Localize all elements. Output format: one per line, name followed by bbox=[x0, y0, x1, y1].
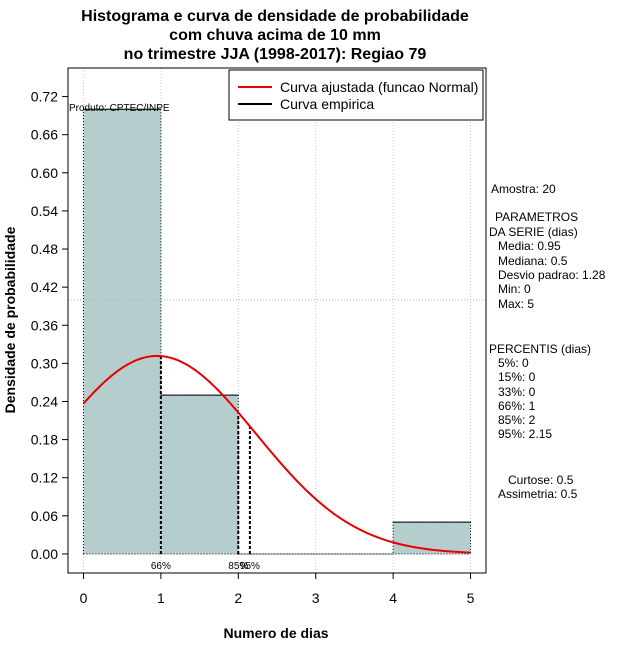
percentile-66: 66%: 1 bbox=[498, 399, 536, 413]
y-tick-label: 0.42 bbox=[31, 279, 58, 295]
percentile-lines-layer: 66% 85%95% bbox=[151, 356, 260, 572]
y-axis-ticks: 0.00 0.06 0.12 0.18 0.24 0.30 0.36 0.42 0.48 0.54… bbox=[31, 89, 68, 562]
product-label: Produto: CPTEC/INPE bbox=[69, 103, 170, 114]
chart-title-line-2: com chuva acima de 10 mm bbox=[169, 27, 381, 44]
y-tick-label: 0.66 bbox=[31, 127, 58, 143]
y-axis-label: Densidade de probabilidade bbox=[2, 226, 18, 413]
param-stddev: Desvio padrao: 1.28 bbox=[498, 268, 606, 282]
skewness: Assimetria: 0.5 bbox=[498, 487, 578, 501]
y-tick-label: 0.06 bbox=[31, 508, 58, 524]
chart-title-line-3: no trimestre JJA (1998-2017): Regiao 79 bbox=[124, 46, 427, 63]
y-tick-label: 0.48 bbox=[31, 241, 58, 257]
param-min: Min: 0 bbox=[498, 282, 531, 296]
kurtosis: Curtose: 0.5 bbox=[508, 473, 574, 487]
params-title-2: DA SERIE (dias) bbox=[489, 225, 578, 239]
legend: Curva ajustada (funcao Normal) Curva emp… bbox=[228, 69, 484, 121]
x-axis-label: Numero de dias bbox=[223, 625, 328, 641]
legend-empirical-label: Curva empirica bbox=[280, 96, 374, 112]
y-tick-label: 0.00 bbox=[31, 546, 58, 562]
param-mean: Media: 0.95 bbox=[498, 239, 561, 253]
y-tick-label: 0.24 bbox=[31, 393, 58, 409]
histogram-bar bbox=[83, 109, 161, 554]
y-tick-label: 0.36 bbox=[31, 317, 58, 333]
percentile-95: 95%: 2.15 bbox=[498, 427, 552, 441]
percentile-85: 85%: 2 bbox=[498, 413, 536, 427]
stats-panel: Amostra: 20 PARAMETROS DA SERIE (dias) M… bbox=[489, 182, 606, 501]
y-tick-label: 0.30 bbox=[31, 355, 58, 371]
percentile-5: 5%: 0 bbox=[498, 356, 529, 370]
legend-box bbox=[228, 69, 484, 121]
param-max: Max: 5 bbox=[498, 297, 534, 311]
histogram-bar bbox=[160, 395, 239, 554]
x-tick-label: 0 bbox=[80, 590, 88, 606]
x-tick-label: 1 bbox=[157, 590, 165, 606]
x-axis-ticks: 0 1 2 3 4 5 bbox=[80, 573, 475, 606]
y-tick-label: 0.60 bbox=[31, 165, 58, 181]
y-tick-label: 0.18 bbox=[31, 432, 58, 448]
chart-title-line-1: Histograma e curva de densidade de proba… bbox=[81, 8, 469, 25]
x-tick-label: 3 bbox=[312, 590, 320, 606]
percentile-label: 95% bbox=[240, 561, 260, 572]
percentiles-title: PERCENTIS (dias) bbox=[489, 342, 591, 356]
params-title-1: PARAMETROS bbox=[495, 210, 578, 224]
histogram-bar bbox=[393, 522, 471, 554]
param-median: Mediana: 0.5 bbox=[498, 254, 568, 268]
percentile-label: 66% bbox=[151, 561, 171, 572]
x-tick-label: 2 bbox=[234, 590, 242, 606]
x-tick-label: 5 bbox=[467, 590, 475, 606]
percentile-15: 15%: 0 bbox=[498, 370, 536, 384]
y-tick-label: 0.12 bbox=[31, 470, 58, 486]
bars-layer bbox=[83, 109, 471, 554]
fitted-curve-layer bbox=[82, 354, 471, 554]
legend-fitted-label: Curva ajustada (funcao Normal) bbox=[280, 79, 478, 95]
y-tick-label: 0.72 bbox=[31, 89, 58, 105]
x-tick-label: 4 bbox=[389, 590, 397, 606]
reference-line-layer bbox=[68, 299, 486, 555]
percentile-33: 33%: 0 bbox=[498, 385, 536, 399]
fitted-normal-curve bbox=[82, 354, 471, 554]
y-tick-label: 0.54 bbox=[31, 203, 58, 219]
sample-size: Amostra: 20 bbox=[491, 182, 556, 196]
plot-frame bbox=[67, 67, 487, 574]
percentile-label: 85% bbox=[228, 561, 248, 572]
